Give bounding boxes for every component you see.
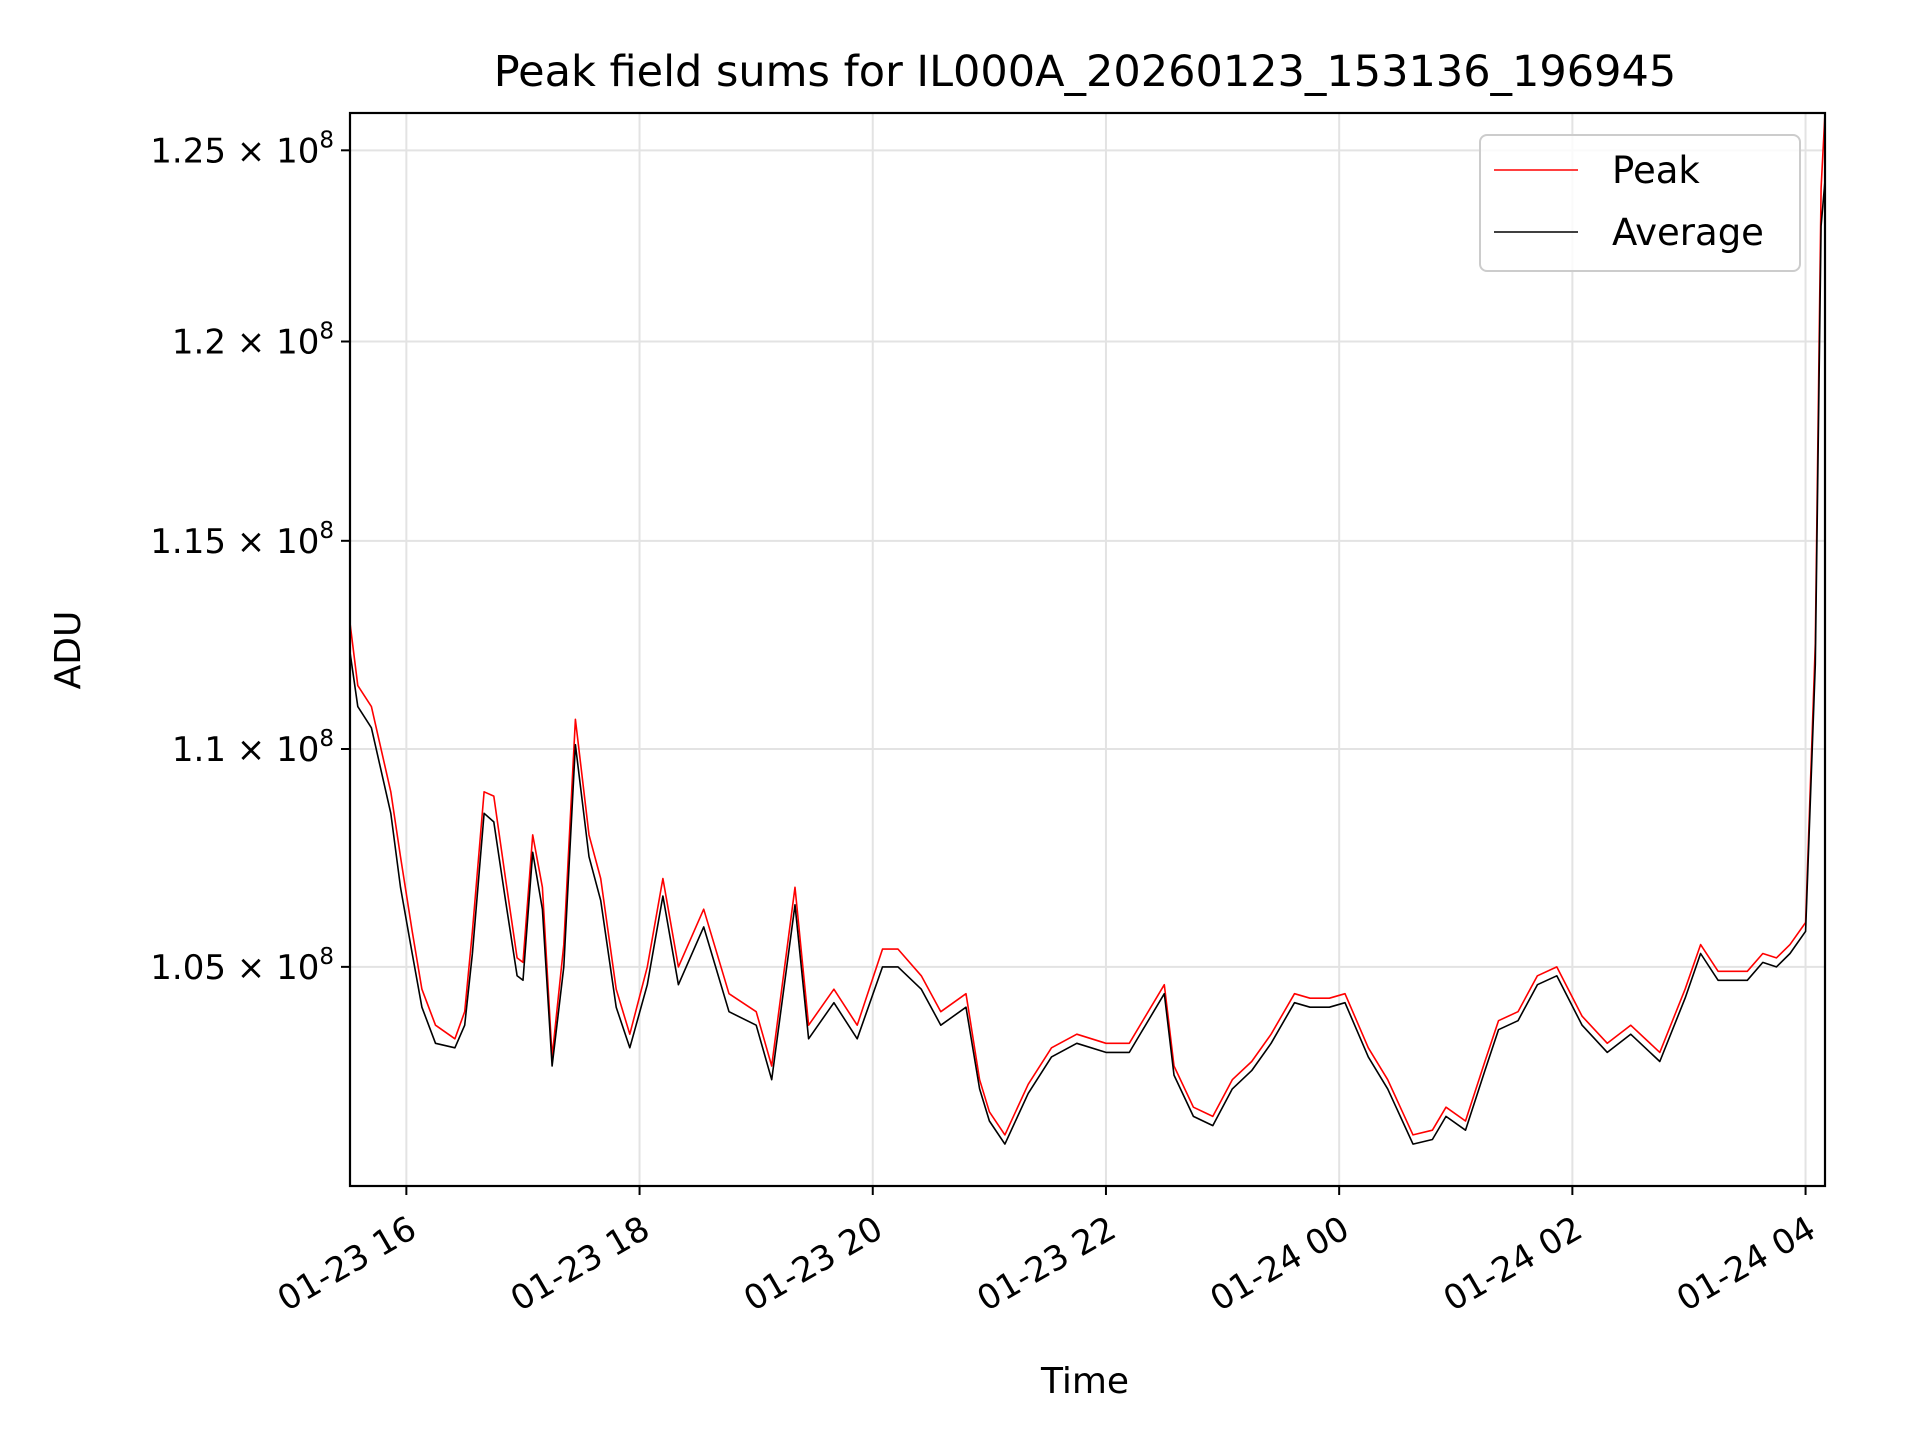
y-tick-label: 1.05 × 108 — [150, 944, 334, 988]
chart-title: Peak field sums for IL000A_20260123_1531… — [494, 47, 1676, 97]
x-axis-label: Time — [1040, 1361, 1129, 1402]
legend-label-peak: Peak — [1612, 149, 1700, 192]
legend: Peak Average — [1479, 134, 1801, 272]
legend-box — [1479, 134, 1801, 272]
y-axis-ticks: 1.05 × 108 1.1 × 108 1.15 × 108 1.2 × 108 1.… — [150, 127, 350, 988]
y-tick-label: 1.2 × 108 — [172, 318, 334, 362]
y-axis-label: ADU — [48, 611, 89, 690]
y-tick-label: 1.15 × 108 — [150, 518, 334, 562]
plot-area-frame — [348, 111, 1827, 1188]
series-line-average — [349, 180, 1826, 1145]
y-tick-label: 1.25 × 108 — [150, 127, 334, 171]
series-layer — [349, 112, 1826, 1145]
y-tick-label: 1.1 × 108 — [172, 726, 334, 770]
legend-label-average: Average — [1612, 211, 1764, 254]
series-line-peak — [349, 112, 1826, 1136]
gridlines — [350, 113, 1825, 1186]
